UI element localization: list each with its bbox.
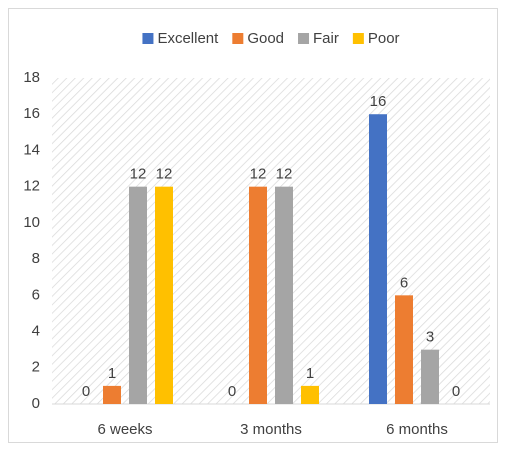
y-tick-label: 18: [23, 69, 40, 86]
data-label: 0: [452, 383, 460, 400]
data-label: 1: [306, 365, 314, 382]
legend-swatch: [142, 33, 154, 44]
bar: [275, 186, 293, 404]
bar: [249, 186, 267, 404]
legend-label: Fair: [313, 30, 339, 47]
data-label: 12: [276, 166, 293, 183]
data-label: 12: [250, 166, 267, 183]
y-tick-label: 6: [32, 286, 40, 303]
y-tick-label: 2: [32, 359, 40, 376]
bar: [369, 114, 387, 404]
data-label: 1: [108, 365, 116, 382]
x-tick-label: 6 months: [386, 421, 448, 438]
legend-swatch: [298, 33, 310, 44]
data-label: 16: [370, 93, 387, 110]
legend-label: Poor: [368, 30, 400, 47]
bar: [129, 186, 147, 404]
bar: [395, 295, 413, 404]
y-tick-label: 10: [23, 214, 40, 231]
bar: [301, 385, 319, 404]
y-tick-label: 0: [32, 395, 40, 412]
data-label: 12: [130, 166, 147, 183]
y-tick-label: 16: [23, 105, 40, 122]
legend-label: Good: [247, 30, 284, 47]
data-label: 6: [400, 274, 408, 291]
bar: [421, 349, 439, 404]
y-tick-label: 12: [23, 178, 40, 195]
bar: [103, 385, 121, 404]
x-tick-label: 6 weeks: [97, 421, 152, 438]
data-label: 12: [156, 166, 173, 183]
y-tick-label: 14: [23, 141, 40, 158]
data-label: 0: [228, 383, 236, 400]
x-tick-label: 3 months: [240, 421, 302, 438]
bar: [155, 186, 173, 404]
legend-label: Excellent: [157, 30, 219, 47]
legend-swatch: [352, 33, 364, 44]
y-tick-label: 8: [32, 250, 40, 267]
legend-swatch: [232, 33, 244, 44]
plot-area: [52, 78, 490, 404]
data-label: 0: [82, 383, 90, 400]
y-tick-label: 4: [32, 323, 40, 340]
data-label: 3: [426, 329, 434, 346]
